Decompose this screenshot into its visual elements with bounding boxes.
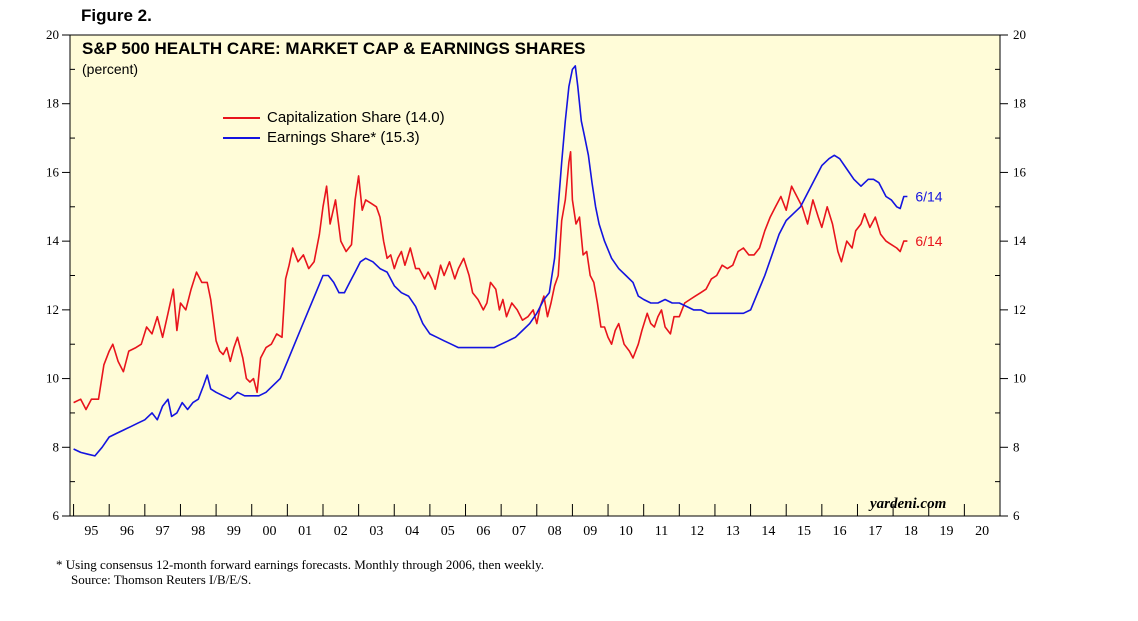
y-tick-label-left: 20 bbox=[46, 27, 59, 42]
y-tick-label-left: 8 bbox=[53, 439, 60, 454]
cap-share-end-label: 6/14 bbox=[915, 233, 942, 249]
x-tick-label: 19 bbox=[940, 524, 954, 539]
x-tick-label: 97 bbox=[156, 524, 170, 539]
x-tick-label: 11 bbox=[655, 524, 668, 539]
y-tick-label-left: 12 bbox=[46, 302, 59, 317]
x-tick-label: 99 bbox=[227, 524, 241, 539]
y-tick-label-right: 14 bbox=[1013, 233, 1027, 248]
x-tick-label: 10 bbox=[619, 524, 633, 539]
y-tick-label-right: 6 bbox=[1013, 508, 1020, 523]
earnings-share-end-label: 6/14 bbox=[915, 188, 942, 204]
x-axis: 95 96 97 98 99 00 01 02 03 04 05 06 07 08 09 10 11 12 13 14… bbox=[73, 504, 1001, 539]
y-tick-label-right: 20 bbox=[1013, 27, 1026, 42]
x-tick-label: 96 bbox=[120, 524, 134, 539]
y-tick-label-left: 16 bbox=[46, 164, 60, 179]
y-tick-label-right: 10 bbox=[1013, 371, 1026, 386]
y-tick-label-left: 14 bbox=[46, 233, 60, 248]
x-tick-label: 20 bbox=[975, 524, 989, 539]
y-tick-label-left: 6 bbox=[53, 508, 60, 523]
y-tick-label-right: 18 bbox=[1013, 96, 1026, 111]
x-tick-label: 03 bbox=[369, 524, 383, 539]
x-tick-label: 95 bbox=[84, 524, 98, 539]
y-axis-left: 6 8 10 12 14 16 18 20 bbox=[46, 27, 75, 523]
x-tick-label: 06 bbox=[476, 524, 490, 539]
source-note: Source: Thomson Reuters I/B/E/S. bbox=[71, 572, 252, 587]
y-tick-label-right: 8 bbox=[1013, 439, 1020, 454]
x-tick-label: 15 bbox=[797, 524, 811, 539]
x-tick-label: 09 bbox=[583, 524, 597, 539]
plot-background bbox=[69, 34, 1001, 517]
chart-subtitle: (percent) bbox=[82, 61, 139, 77]
x-tick-label: 00 bbox=[263, 524, 277, 539]
x-tick-label: 08 bbox=[548, 524, 562, 539]
chart-title: S&P 500 HEALTH CARE: MARKET CAP & EARNIN… bbox=[82, 39, 586, 58]
x-tick-label: 98 bbox=[191, 524, 205, 539]
y-axis-right: 6 8 10 12 14 16 18 20 bbox=[995, 27, 1027, 523]
x-tick-label: 04 bbox=[405, 524, 419, 539]
y-tick-label-right: 16 bbox=[1013, 164, 1027, 179]
cap-share-line bbox=[73, 151, 908, 411]
legend-lines bbox=[223, 117, 260, 139]
y-tick-label-right: 12 bbox=[1013, 302, 1026, 317]
x-tick-label: 14 bbox=[761, 524, 775, 539]
series-lines: 6/14 6/14 bbox=[73, 65, 943, 457]
footnote: * Using consensus 12-month forward earni… bbox=[56, 557, 545, 572]
legend-earn-label: Earnings Share* (15.3) bbox=[267, 129, 420, 146]
x-tick-label: 05 bbox=[441, 524, 455, 539]
y-tick-label-left: 18 bbox=[46, 96, 59, 111]
figure-label: Figure 2. bbox=[81, 6, 152, 25]
x-tick-label: 16 bbox=[833, 524, 847, 539]
x-tick-label: 07 bbox=[512, 524, 526, 539]
x-tick-label: 18 bbox=[904, 524, 918, 539]
x-tick-label: 01 bbox=[298, 524, 312, 539]
brand-watermark: yardeni.com bbox=[870, 496, 947, 512]
legend-cap-label: Capitalization Share (14.0) bbox=[267, 109, 445, 126]
x-tick-label: 02 bbox=[334, 524, 348, 539]
x-tick-label: 17 bbox=[868, 524, 882, 539]
earnings-share-line bbox=[73, 65, 908, 457]
y-tick-label-left: 10 bbox=[46, 371, 59, 386]
x-tick-label: 13 bbox=[726, 524, 740, 539]
x-tick-label: 12 bbox=[690, 524, 704, 539]
